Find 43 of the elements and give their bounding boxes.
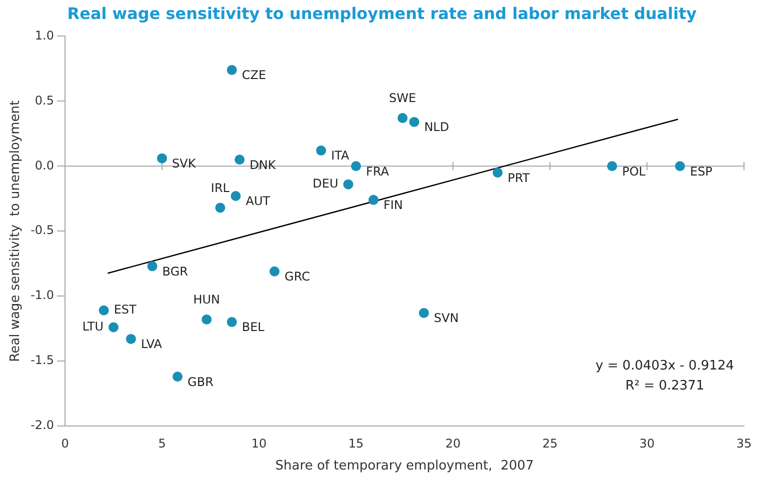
annotation: SVN: [434, 311, 459, 326]
y-tick-label: 0.0: [34, 158, 54, 172]
annotation: NLD: [424, 120, 450, 134]
annotation: DNK: [250, 158, 277, 172]
x-tick-label: 20: [445, 436, 461, 450]
annotation: ITA: [331, 148, 350, 163]
x-tick-label: 5: [158, 436, 166, 450]
annotation: GRC: [284, 270, 310, 284]
x-axis-title: Share of temporary employment, 2007: [275, 458, 534, 474]
x-tick-label: 0: [61, 436, 69, 450]
x-tick-label: 25: [542, 436, 558, 450]
annotation: LVA: [140, 337, 163, 352]
annotation: R² = 0.2371: [625, 378, 704, 394]
annotation: y = 0.0403x - 0.9124: [596, 358, 734, 374]
y-tick-label: 0.5: [34, 93, 54, 108]
annotation: BEL: [242, 320, 265, 334]
y-tick-label: -2.0: [30, 418, 54, 432]
x-tick-label: 35: [736, 436, 752, 450]
y-axis-title: Real wage sensitivity to unemployment: [8, 100, 24, 362]
x-tick-label: 10: [251, 436, 267, 450]
annotation: BGR: [162, 264, 188, 278]
annotation: POL: [622, 164, 646, 178]
y-tick-label: -1.5: [30, 353, 54, 368]
y-tick-label: -1.0: [30, 288, 54, 302]
x-tick-label: 15: [348, 436, 364, 450]
annotation: HUN: [193, 292, 220, 307]
annotation: LTU: [82, 319, 104, 334]
annotation: AUT: [246, 194, 271, 208]
x-tick-label: 30: [639, 436, 655, 450]
annotation: EST: [114, 302, 138, 316]
annotation: DEU: [312, 176, 338, 190]
chart-title: Real wage sensitivity to unemployment rate and labor market duality: [66, 4, 698, 23]
annotation: IRL: [210, 180, 230, 195]
annotation: SVK: [172, 156, 197, 170]
annotation: ESP: [690, 164, 712, 178]
annotation: SWE: [389, 91, 416, 106]
annotation: FRA: [366, 164, 390, 178]
annotation: FIN: [383, 198, 403, 212]
annotation: CZE: [242, 68, 266, 82]
y-tick-label: -0.5: [30, 223, 54, 238]
annotation: PRT: [508, 170, 530, 185]
y-tick-label: 1.0: [34, 28, 54, 42]
annotation: GBR: [188, 374, 214, 389]
